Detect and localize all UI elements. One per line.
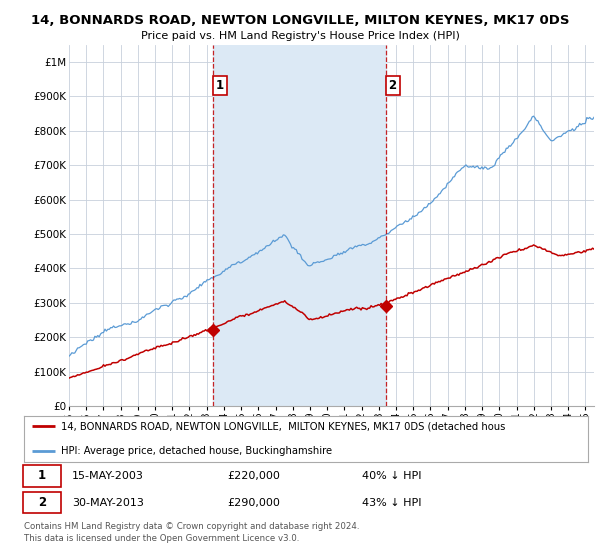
Text: 2: 2 — [38, 496, 46, 509]
Text: Contains HM Land Registry data © Crown copyright and database right 2024.
This d: Contains HM Land Registry data © Crown c… — [24, 522, 359, 543]
Text: £290,000: £290,000 — [227, 498, 280, 507]
Text: 1: 1 — [215, 79, 224, 92]
Text: 43% ↓ HPI: 43% ↓ HPI — [362, 498, 422, 507]
Text: 1: 1 — [38, 469, 46, 483]
Text: 40% ↓ HPI: 40% ↓ HPI — [362, 471, 422, 481]
Text: HPI: Average price, detached house, Buckinghamshire: HPI: Average price, detached house, Buck… — [61, 446, 332, 455]
Bar — [213, 45, 386, 406]
Text: £220,000: £220,000 — [227, 471, 280, 481]
FancyBboxPatch shape — [23, 492, 61, 513]
Text: 15-MAY-2003: 15-MAY-2003 — [72, 471, 144, 481]
Text: Price paid vs. HM Land Registry's House Price Index (HPI): Price paid vs. HM Land Registry's House … — [140, 31, 460, 41]
Text: 30-MAY-2013: 30-MAY-2013 — [72, 498, 144, 507]
Text: 2: 2 — [388, 79, 397, 92]
FancyBboxPatch shape — [23, 465, 61, 487]
Text: 14, BONNARDS ROAD, NEWTON LONGVILLE,  MILTON KEYNES, MK17 0DS (detached hous: 14, BONNARDS ROAD, NEWTON LONGVILLE, MIL… — [61, 421, 505, 431]
Text: 14, BONNARDS ROAD, NEWTON LONGVILLE, MILTON KEYNES, MK17 0DS: 14, BONNARDS ROAD, NEWTON LONGVILLE, MIL… — [31, 14, 569, 27]
